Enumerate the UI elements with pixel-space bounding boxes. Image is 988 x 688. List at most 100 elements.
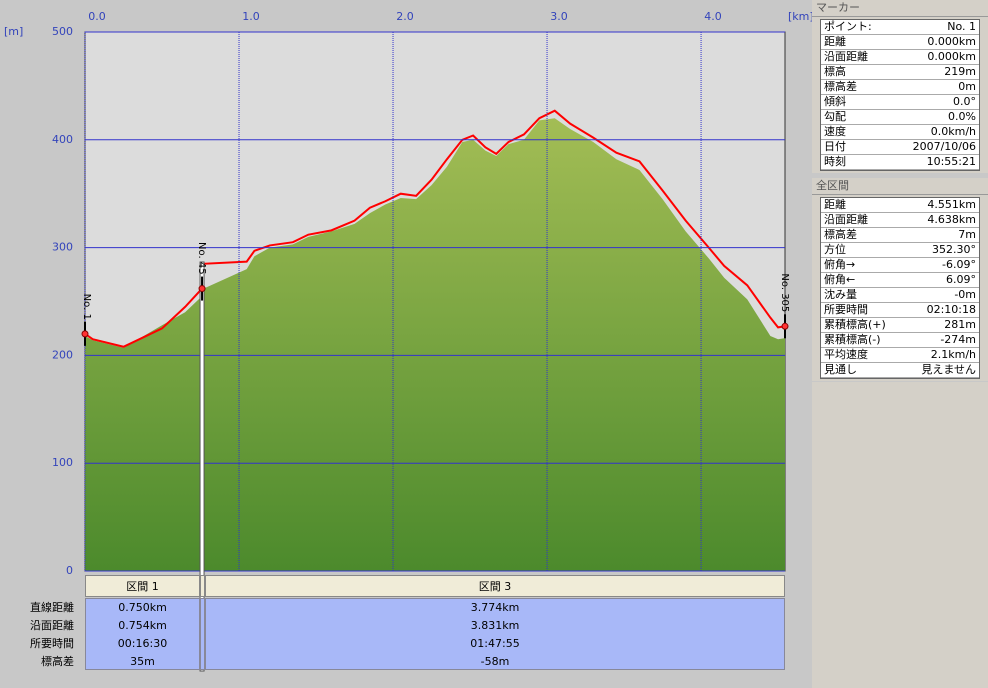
panel-value: 0.0% <box>948 110 976 123</box>
section-cell: -58m <box>480 655 510 668</box>
panel-key: 日付 <box>824 140 846 153</box>
panel-value: 0.000km <box>927 50 976 63</box>
panel-row: 標高差 0m <box>821 80 979 95</box>
panel-row: 傾斜 0.0° <box>821 95 979 110</box>
panel-value: 0.000km <box>927 35 976 48</box>
marker-panel: マーカーポイント: No. 1 距離 0.000km 沿面距離 0.000km 標高 219m… <box>812 0 988 173</box>
section-cell: 00:16:30 <box>117 637 168 650</box>
panel-value: 2.1km/h <box>930 348 976 361</box>
panel-value: 0.0km/h <box>930 125 976 138</box>
panel-value: -274m <box>940 333 976 346</box>
panel-row: 標高 219m <box>821 65 979 80</box>
y-unit: [m] <box>4 25 23 38</box>
panel-key: 沿面距離 <box>824 213 868 226</box>
panel-row: ポイント: No. 1 <box>821 20 979 35</box>
panel-key: 累積標高(-) <box>824 333 881 346</box>
marker-label: No. 45 <box>196 242 207 275</box>
x-tick-label: 4.0 <box>704 10 722 23</box>
panel-row: 沈み量 -0m <box>821 288 979 303</box>
selection-bar <box>199 261 205 672</box>
row-label: 沿面距離 <box>30 619 74 632</box>
x-tick-label: 2.0 <box>396 10 414 23</box>
marker <box>81 330 89 338</box>
panel-row: 勾配 0.0% <box>821 110 979 125</box>
panel-key: 見通し <box>824 363 857 376</box>
panel-title: マーカー <box>812 0 988 17</box>
panel-key: 所要時間 <box>824 303 868 316</box>
section-cell: 3.831km <box>470 619 520 632</box>
panel-value: -6.09° <box>942 258 976 271</box>
section-body: 3.774km 3.831km 01:47:55 -58m <box>205 598 785 670</box>
panel-value: 7m <box>958 228 976 241</box>
section-cell: 0.750km <box>118 601 167 614</box>
panel-key: 沿面距離 <box>824 50 868 63</box>
panel-fill <box>812 382 988 688</box>
section-header: 区間 1 <box>85 575 200 597</box>
x-unit: [km] <box>788 10 812 23</box>
panel-value: 352.30° <box>932 243 976 256</box>
panel-row: 俯角→ -6.09° <box>821 258 979 273</box>
panel-row: 累積標高(-) -274m <box>821 333 979 348</box>
marker <box>198 285 206 293</box>
row-label: 直線距離 <box>30 601 74 614</box>
panel-key: 傾斜 <box>824 95 846 108</box>
panel-key: 俯角← <box>824 273 856 286</box>
x-tick-label: 3.0 <box>550 10 568 23</box>
terrain-area <box>85 118 785 572</box>
marker-label: No. 1 <box>81 294 92 320</box>
route-line <box>84 109 786 348</box>
panel-key: 時刻 <box>824 155 846 168</box>
panel-row: 標高差 7m <box>821 228 979 243</box>
x-tick-label: 0.0 <box>88 10 106 23</box>
section-cell: 35m <box>130 655 155 668</box>
panel-key: 勾配 <box>824 110 846 123</box>
row-label: 標高差 <box>41 655 74 668</box>
y-tick-label: 400 <box>52 133 73 146</box>
panel-value: 0.0° <box>953 95 976 108</box>
marker <box>781 322 789 330</box>
panel-key: 標高差 <box>824 80 857 93</box>
panel-row: 距離 0.000km <box>821 35 979 50</box>
panel-row: 平均速度 2.1km/h <box>821 348 979 363</box>
panel-key: 距離 <box>824 198 846 211</box>
panel-row: 沿面距離 4.638km <box>821 213 979 228</box>
chart: [m] [km] 0 100 200 300 400 500 0.0 1.0 2.0 3.0 4.0… <box>4 10 812 672</box>
panel-key: ポイント: <box>824 20 872 33</box>
panel-key: 俯角→ <box>824 258 856 271</box>
panel-key: 速度 <box>824 125 846 138</box>
section-header: 区間 3 <box>205 575 785 597</box>
y-tick-label: 500 <box>52 25 73 38</box>
panel-value: 219m <box>944 65 976 78</box>
panel-key: 標高 <box>824 65 846 78</box>
panel-key: 距離 <box>824 35 846 48</box>
panel-key: 沈み量 <box>824 288 857 301</box>
panel-title: 全区間 <box>812 178 988 195</box>
section-body <box>200 598 205 670</box>
panel-row: 所要時間 02:10:18 <box>821 303 979 318</box>
panel-row: 時刻 10:55:21 <box>821 155 979 170</box>
y-tick-label: 100 <box>52 456 73 469</box>
panel-value: 6.09° <box>946 273 976 286</box>
section-cell: 3.774km <box>470 601 520 614</box>
panel-value: 281m <box>944 318 976 331</box>
section-cell: 01:47:55 <box>470 637 520 650</box>
total-panel: 全区間距離 4.551km 沿面距離 4.638km 標高差 7m 方位 352.30° 俯角→… <box>812 178 988 381</box>
panel-value: 見えません <box>921 363 976 376</box>
panel-row: 速度 0.0km/h <box>821 125 979 140</box>
panel-value: No. 1 <box>947 20 976 33</box>
y-tick-label: 300 <box>52 241 73 254</box>
panel-value: 10:55:21 <box>926 155 976 168</box>
marker-label: No. 305 <box>779 273 790 312</box>
panel-row: 日付 2007/10/06 <box>821 140 979 155</box>
panel-row: 沿面距離 0.000km <box>821 50 979 65</box>
y-tick-label: 0 <box>66 564 73 577</box>
panel-row: 俯角← 6.09° <box>821 273 979 288</box>
panel-value: 0m <box>958 80 976 93</box>
panel-key: 方位 <box>824 243 846 256</box>
panel-table: 距離 4.551km 沿面距離 4.638km 標高差 7m 方位 352.30° 俯角→ -6.… <box>820 197 980 379</box>
panel-row: 累積標高(+) 281m <box>821 318 979 333</box>
panel-value: 4.551km <box>927 198 976 211</box>
row-label: 所要時間 <box>30 637 74 650</box>
panel-value: -0m <box>954 288 976 301</box>
panel-row: 方位 352.30° <box>821 243 979 258</box>
